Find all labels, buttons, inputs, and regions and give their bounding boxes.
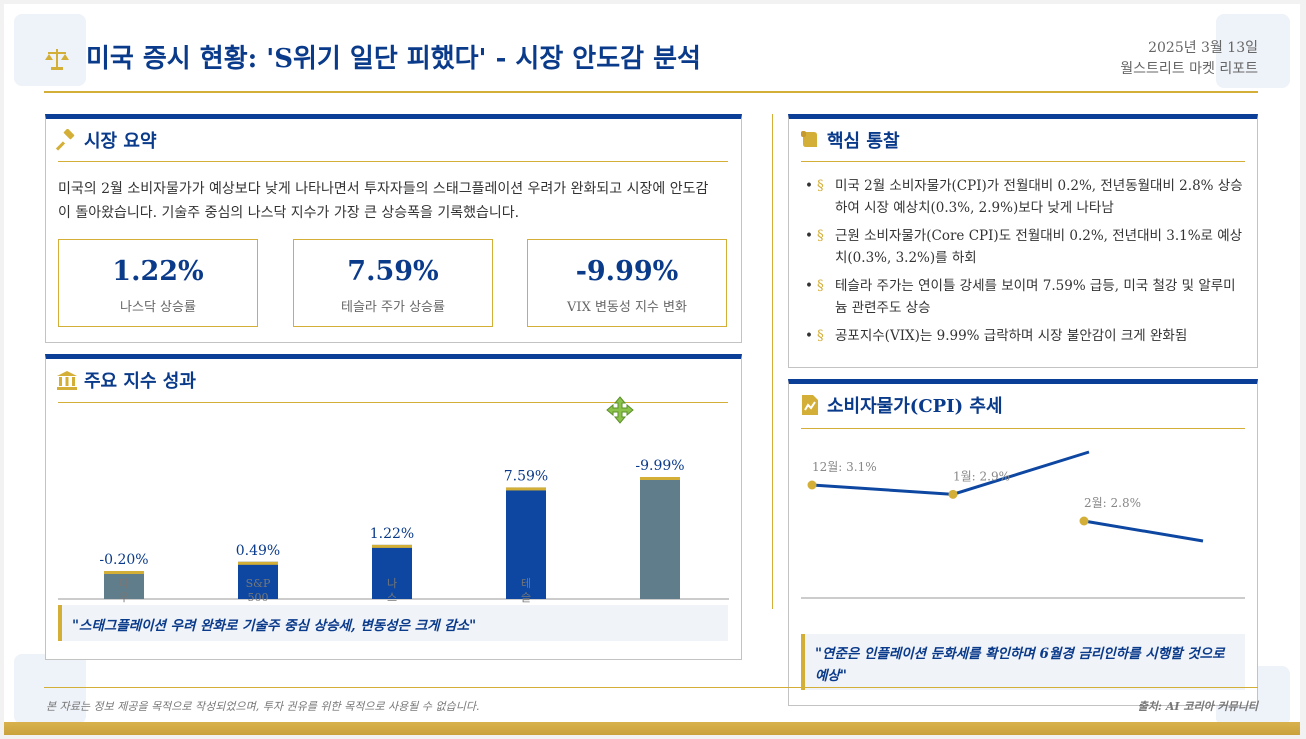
data-label: 2월: 2.8% [1084, 496, 1141, 510]
list-item: • § 미국 2월 소비자물가(CPI)가 전월대비 0.2%, 전년동월대비 2.… [805, 178, 1243, 216]
bar-cap [104, 571, 144, 574]
indices-title: 주요 지수 성과 [84, 371, 196, 392]
index-bar-chart: -0.20%다우0.49%S&P5001.22%나스닥7.59%테슬라-9.99… [58, 458, 729, 626]
indices-divider [58, 402, 728, 403]
cpi-line-chart: 12월: 3.1% 1월: 2.9% 2월: 2.8% [801, 450, 1245, 599]
disclaimer: 본 자료는 정보 제공을 목적으로 작성되었으며, 투자 권유를 위한 목적으로… [46, 700, 480, 713]
insight-text: 테슬라 주가는 연이틀 강세를 보이며 7.59% 급등, 미국 철강 및 알루… [835, 278, 1236, 316]
data-point [807, 480, 817, 490]
gavel-icon [56, 129, 75, 151]
category-label: 다 [119, 577, 129, 590]
stat-card-nasdaq: 1.22% 나스닥 상승률 [58, 239, 258, 327]
data-label: 0.49% [236, 543, 280, 559]
market-summary-panel: 시장 요약 미국의 2월 소비자물가가 예상보다 낮게 나타나면서 투자자들의 … [45, 114, 742, 343]
category-label: 테 [521, 577, 531, 590]
scroll-icon [801, 131, 817, 147]
bar-cap [640, 477, 680, 480]
data-label: 7.59% [504, 468, 548, 484]
data-label: -0.20% [99, 552, 148, 568]
series-line [1083, 519, 1204, 543]
cpi-trend-panel: 소비자물가(CPI) 추세 12월: 3.1% 1월: 2.9% 2월: 2.8% … [788, 379, 1258, 706]
summary-title: 시장 요약 [84, 131, 157, 152]
data-point [948, 489, 958, 499]
source-credit: 출처: AI 코리아 커뮤니티 [1137, 700, 1258, 713]
bar [506, 487, 546, 599]
report-date: 2025년 3월 13일 [1148, 40, 1258, 56]
data-label: 1월: 2.9% [953, 469, 1010, 483]
summary-divider [58, 161, 728, 162]
list-item: • § 테슬라 주가는 연이틀 강세를 보이며 7.59% 급등, 미국 철강 및 … [805, 278, 1236, 316]
list-item: • § 근원 소비자물가(Core CPI)도 전월대비 0.2%, 전년대비 3.… [805, 228, 1243, 266]
page-title: 미국 증시 현황: 'S위기 일단 피했다' - 시장 안도감 분석 [86, 44, 701, 74]
stat-value: 1.22% [112, 256, 204, 287]
corner-decoration [14, 14, 86, 86]
bottom-accent-bar [4, 722, 1300, 735]
category-label: 스 [387, 591, 397, 604]
bar [640, 477, 680, 599]
insight-text: 미국 2월 소비자물가(CPI)가 전월대비 0.2%, 전년동월대비 2.8%… [835, 178, 1243, 216]
data-label: -9.99% [635, 458, 684, 474]
insight-text: 공포지수(VIX)는 9.99% 급락하며 시장 불안감이 크게 완화됨 [835, 328, 1188, 344]
insights-divider [801, 161, 1245, 162]
bar-cap [372, 544, 412, 548]
insights-title: 핵심 통찰 [827, 131, 900, 152]
category-label: S&P [246, 577, 271, 590]
key-insights-panel: 핵심 통찰 • § 미국 2월 소비자물가(CPI)가 전월대비 0.2%, 전년동… [788, 114, 1258, 368]
category-label: 나 [387, 577, 397, 590]
data-point [1079, 516, 1089, 526]
header-divider [44, 91, 1258, 93]
bar [372, 544, 412, 599]
bar-cap [238, 561, 278, 565]
stat-label: 테슬라 주가 상승률 [341, 300, 445, 315]
cpi-title: 소비자물가(CPI) 추세 [827, 396, 1003, 417]
stat-label: VIX 변동성 지수 변화 [567, 300, 687, 315]
insight-text: 근원 소비자물가(Core CPI)도 전월대비 0.2%, 전년대비 3.1%… [835, 228, 1243, 266]
summary-text: 미국의 2월 소비자물가가 예상보다 낮게 나타나면서 투자자들의 스태그플레이… [58, 181, 709, 221]
bar-cap [506, 487, 546, 491]
corner-decoration [1216, 14, 1290, 88]
move-cursor-icon [606, 396, 634, 424]
category-label: 500 [248, 591, 269, 604]
category-label: 슬 [521, 591, 531, 604]
index-performance-panel: 주요 지수 성과 -0.20%다우0.49%S&P5001.22%나스닥7.59… [45, 354, 742, 660]
cpi-divider [801, 428, 1245, 429]
insights-list: • § 미국 2월 소비자물가(CPI)가 전월대비 0.2%, 전년동월대비 2.… [805, 175, 1245, 353]
stat-label: 나스닥 상승률 [120, 300, 196, 315]
bar [238, 561, 278, 599]
indices-quote: "스태그플레이션 우려 완화로 기술주 중심 상승세, 변동성은 크게 감소" [58, 605, 728, 641]
column-divider [772, 114, 773, 609]
report-subtitle: 월스트리트 마켓 리포트 [1120, 61, 1258, 77]
data-label: 12월: 3.1% [812, 460, 877, 474]
stat-value: 7.59% [347, 256, 439, 287]
scale-icon [45, 49, 69, 70]
stat-value: -9.99% [575, 256, 679, 287]
cpi-quote: "연준은 인플레이션 둔화세를 확인하며 6월경 금리인하를 시행할 것으로 예… [801, 634, 1245, 690]
corner-decoration [14, 654, 86, 724]
data-label: 1.22% [370, 526, 414, 542]
footer-divider [44, 687, 1258, 688]
stat-card-tesla: 7.59% 테슬라 주가 상승률 [293, 239, 493, 327]
bar [104, 571, 144, 599]
bank-icon [57, 371, 77, 390]
stat-card-vix: -9.99% VIX 변동성 지수 변화 [527, 239, 727, 327]
list-item: • § 공포지수(VIX)는 9.99% 급락하며 시장 불안감이 크게 완화됨 [805, 328, 1188, 344]
document-chart-icon [802, 395, 818, 415]
category-label: 우 [119, 591, 129, 604]
